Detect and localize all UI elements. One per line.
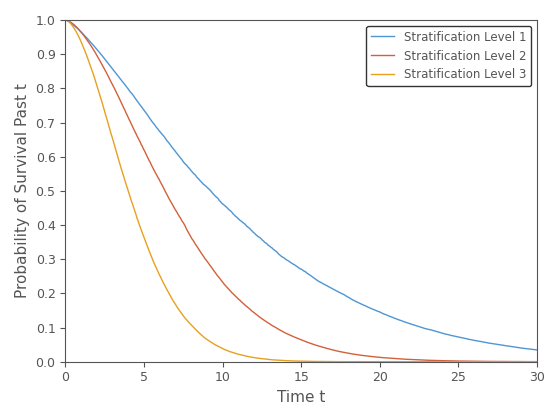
Stratification Level 1 xyxy=(243,223,250,228)
Stratification Level 3 xyxy=(474,359,480,364)
Stratification Level 3 xyxy=(116,159,123,164)
Stratification Level 2 xyxy=(144,154,151,159)
Y-axis label: Probability of Survival Past t: Probability of Survival Past t xyxy=(15,84,30,298)
Stratification Level 2 xyxy=(116,95,123,100)
Stratification Level 2 xyxy=(524,359,531,364)
Stratification Level 3 xyxy=(144,243,151,248)
Legend: Stratification Level 1, Stratification Level 2, Stratification Level 3: Stratification Level 1, Stratification L… xyxy=(366,26,531,86)
Stratification Level 2 xyxy=(243,304,250,309)
Stratification Level 1 xyxy=(524,346,531,351)
Stratification Level 3 xyxy=(534,359,540,364)
Stratification Level 3 xyxy=(62,18,69,23)
X-axis label: Time t: Time t xyxy=(277,390,325,405)
Stratification Level 1 xyxy=(144,112,151,117)
Stratification Level 2 xyxy=(62,18,69,23)
Stratification Level 1 xyxy=(263,241,270,246)
Stratification Level 3 xyxy=(263,357,270,362)
Stratification Level 3 xyxy=(243,354,250,359)
Stratification Level 1 xyxy=(534,347,540,352)
Stratification Level 1 xyxy=(116,75,123,80)
Stratification Level 2 xyxy=(534,359,540,364)
Stratification Level 2 xyxy=(263,319,270,324)
Stratification Level 2 xyxy=(474,359,480,364)
Line: Stratification Level 1: Stratification Level 1 xyxy=(66,20,537,350)
Stratification Level 3 xyxy=(524,359,531,364)
Line: Stratification Level 3: Stratification Level 3 xyxy=(66,20,537,362)
Line: Stratification Level 2: Stratification Level 2 xyxy=(66,20,537,362)
Stratification Level 1 xyxy=(474,339,480,344)
Stratification Level 1 xyxy=(62,18,69,23)
